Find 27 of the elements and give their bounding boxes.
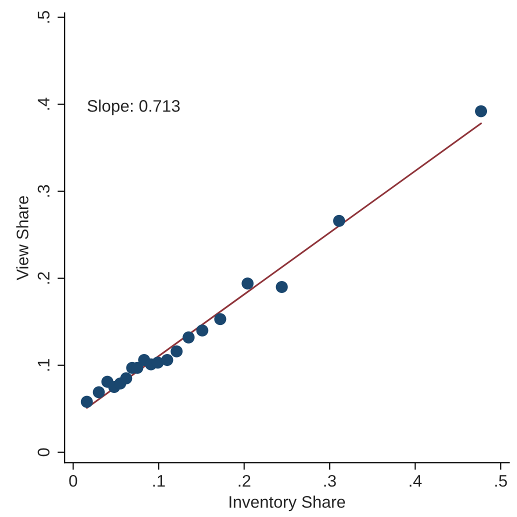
point	[182, 331, 195, 344]
point	[161, 354, 174, 366]
point	[214, 313, 226, 326]
point	[276, 280, 288, 293]
point	[242, 277, 254, 290]
x-tick-label: 0	[69, 474, 78, 487]
point	[196, 324, 208, 336]
x-axis-title: Inventory Share	[230, 496, 346, 512]
point	[92, 386, 105, 398]
point	[120, 372, 132, 384]
y-tick-label: .2	[38, 272, 50, 284]
y-axis-title: View Share	[16, 196, 28, 280]
y-tick-label: .3	[38, 185, 50, 197]
x-tick-label: .4	[410, 475, 422, 487]
point	[475, 105, 488, 118]
point	[333, 214, 346, 227]
point	[80, 396, 93, 408]
y-tick-label: .5	[38, 11, 50, 23]
x-tick-label: .2	[238, 474, 250, 487]
y-tick-label: .4	[38, 98, 50, 110]
point	[170, 345, 183, 358]
x-tick-label: .5	[495, 475, 507, 487]
annotation: Slope: 0.713	[88, 100, 180, 116]
x-tick-label: .3	[324, 474, 336, 487]
y-tick-label: .1	[38, 359, 50, 371]
x-tick-label: .1	[153, 475, 165, 487]
y-tick-label: 0	[38, 448, 50, 456]
